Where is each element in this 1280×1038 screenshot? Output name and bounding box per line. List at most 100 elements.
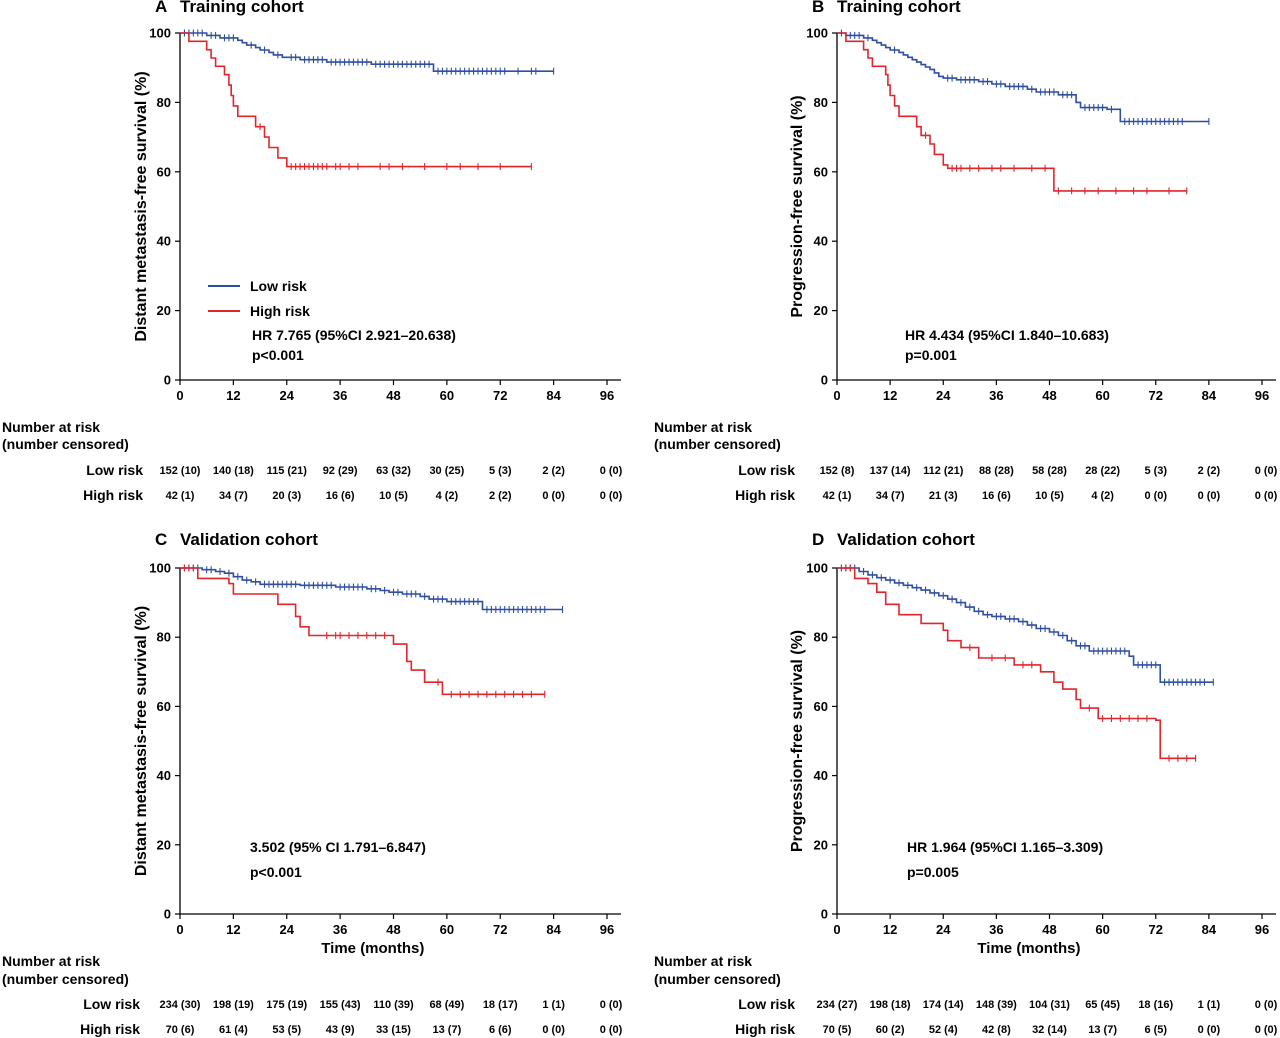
panel-c-xtick-label: 60 [440, 922, 454, 937]
panel-d-ylabel: Progression-free survival (%) [789, 630, 806, 852]
panel-c-risk-cell-low: 1 (1) [542, 999, 565, 1011]
panel-c-ytick-label: 80 [157, 630, 171, 645]
panel-d-ytick-label: 60 [814, 699, 828, 714]
panel-b-risk-cell-low: 137 (14) [870, 465, 911, 477]
panel-b-title: Training cohort [837, 0, 961, 16]
panel-a-risk-cell-high: 2 (2) [489, 490, 512, 502]
panel-c-series-high-risk-curve [180, 567, 545, 696]
panel-d-risk-title: Number at risk [654, 953, 752, 969]
panel-c-xtick-label: 48 [386, 922, 400, 937]
panel-a-risk-cell-low: 152 (10) [160, 465, 201, 477]
panel-d-xtick-label: 84 [1202, 922, 1217, 937]
panel-b-xtick-label: 0 [833, 388, 840, 403]
panel-d-xtick-label: 0 [833, 922, 840, 937]
panel-c-xlabel: Time (months) [321, 940, 424, 957]
panel-c-risk-cell-high: 53 (5) [272, 1024, 301, 1036]
panel-a-risk-cell-low: 30 (25) [429, 465, 464, 477]
panel-b-ytick-label: 100 [806, 26, 828, 41]
panel-d-risk-cell-low: 0 (0) [1255, 999, 1278, 1011]
panel-b-xtick-label: 60 [1095, 388, 1109, 403]
panel-b-risk-cell-high: 21 (3) [929, 490, 958, 502]
panel-a-title: Training cohort [180, 0, 304, 16]
panel-d-risk-cell-high: 52 (4) [929, 1024, 958, 1036]
panel-c-series-high-risk [180, 564, 546, 698]
panel-b-risk-cell-low: 152 (8) [820, 465, 855, 477]
panel-c-xtick-label: 36 [333, 922, 347, 937]
panel-a-risk-cell-high: 0 (0) [600, 490, 623, 502]
panel-d-risk-table: Number at risk (number censored) Low risk H… [654, 953, 1278, 1037]
panel-d-xtick-label: 36 [989, 922, 1003, 937]
panel-c-risk-cell-low: 155 (43) [320, 999, 361, 1011]
panel-b-series-high-risk-curve [837, 32, 1187, 192]
panel-d-risk-cell-high: 6 (5) [1144, 1024, 1167, 1036]
panel-b-xtick-label: 72 [1149, 388, 1163, 403]
panel-a-annotation: p<0.001 [252, 347, 304, 363]
panel-c-risk-cell-high: 33 (15) [376, 1024, 411, 1036]
panel-c-series-low-risk-curve [180, 567, 563, 611]
panel-b-series-low-risk [837, 29, 1210, 125]
panel-a-xtick-label: 84 [546, 388, 561, 403]
panel-a-ylabel: Distant metastasis-free survival (%) [133, 71, 150, 341]
panel-b-letter: B [812, 0, 824, 16]
panel-b-risk-cell-low: 0 (0) [1255, 465, 1278, 477]
panel-b-risk-cell-high: 0 (0) [1144, 490, 1167, 502]
panel-b-xtick-label: 84 [1202, 388, 1217, 403]
panel-b-risk-cell-low: 88 (28) [979, 465, 1014, 477]
panel-a-risk-cell-high: 20 (3) [272, 490, 301, 502]
panel-d-ytick-label: 0 [821, 907, 828, 922]
panel-c-ytick-label: 0 [164, 907, 171, 922]
panel-d-series-low-risk [837, 564, 1214, 686]
panel-c-annotation: p<0.001 [250, 864, 302, 880]
panel-d-risk-row-label-high: High risk [735, 1021, 795, 1037]
panel-a-legend: Low risk High risk [208, 278, 310, 319]
panel-d-series-high-risk-curve [837, 567, 1196, 760]
panel-c-ytick-label: 60 [157, 699, 171, 714]
panel-a-risk-row-label-low: Low risk [86, 462, 143, 478]
panel-b: B Training cohort 0 20 40 60 80 100 0 12 24 36 48 60 7… [654, 0, 1278, 503]
panel-a-xtick-label: 24 [280, 388, 295, 403]
panel-d-risk-row-label-low: Low risk [738, 996, 795, 1012]
panel-a-risk-cell-high: 10 (5) [379, 490, 408, 502]
panel-c-risk-cell-high: 70 (6) [166, 1024, 195, 1036]
panel-d-risk-cell-high: 70 (5) [823, 1024, 852, 1036]
panel-a-risk-title: Number at risk [2, 419, 100, 435]
panel-d-risk-cell-low: 234 (27) [817, 999, 858, 1011]
panel-b-risk-table: Number at risk(number censored) Low risk H… [654, 419, 1278, 503]
panel-c-risk-subtitle: (number censored) [2, 971, 129, 987]
panel-d-risk-cell-high: 42 (8) [982, 1024, 1011, 1036]
panel-b-xtick-label: 48 [1042, 388, 1056, 403]
panel-d-risk-cell-high: 32 (14) [1032, 1024, 1067, 1036]
panel-a-xtick-label: 12 [226, 388, 240, 403]
panel-d-risk-cell-low: 104 (31) [1029, 999, 1070, 1011]
panel-a-ytick-label: 20 [157, 303, 171, 318]
panel-c-risk-cell-high: 0 (0) [542, 1024, 565, 1036]
panel-c-xtick-label: 84 [546, 922, 561, 937]
panel-c-title: Validation cohort [180, 530, 318, 549]
panel-a-xtick-label: 72 [493, 388, 507, 403]
panel-b-xtick-label: 36 [989, 388, 1003, 403]
panel-b-ytick-label: 80 [814, 95, 828, 110]
panel-a-risk-cell-low: 5 (3) [489, 465, 512, 477]
panel-a-risk-subtitle: (number censored) [2, 436, 129, 452]
panel-c-annotation: 3.502 (95% CI 1.791–6.847) [250, 839, 426, 855]
panel-d-xtick-label: 12 [883, 922, 897, 937]
panel-b-risk-cell-high: 42 (1) [823, 490, 852, 502]
panel-c: C Validation cohort 0 20 40 60 80 100 0 12 24 36 48 6… [2, 530, 623, 1037]
panel-d-ytick-label: 40 [814, 768, 828, 783]
panel-b-risk-cell-low: 2 (2) [1198, 465, 1221, 477]
panel-a-ytick-label: 100 [149, 26, 171, 41]
panel-d-risk-cell-high: 0 (0) [1198, 1024, 1221, 1036]
panel-c-xtick-label: 24 [280, 922, 295, 937]
panel-b-risk-cell-high: 4 (2) [1091, 490, 1114, 502]
panel-d-xtick-label: 24 [936, 922, 951, 937]
panel-b-ytick-label: 0 [821, 373, 828, 388]
panel-c-risk-cell-high: 13 (7) [433, 1024, 462, 1036]
panel-a-series-low-risk [180, 29, 555, 75]
panel-b-annotation: p=0.001 [905, 347, 957, 363]
panel-c-xtick-label: 0 [176, 922, 183, 937]
panel-b-ytick-label: 60 [814, 164, 828, 179]
panel-a-risk-cell-high: 34 (7) [219, 490, 248, 502]
panel-b-ytick-label: 20 [814, 303, 828, 318]
panel-b-risk-cell-low: 112 (21) [923, 465, 964, 477]
panel-d-risk-cell-low: 65 (45) [1085, 999, 1120, 1011]
